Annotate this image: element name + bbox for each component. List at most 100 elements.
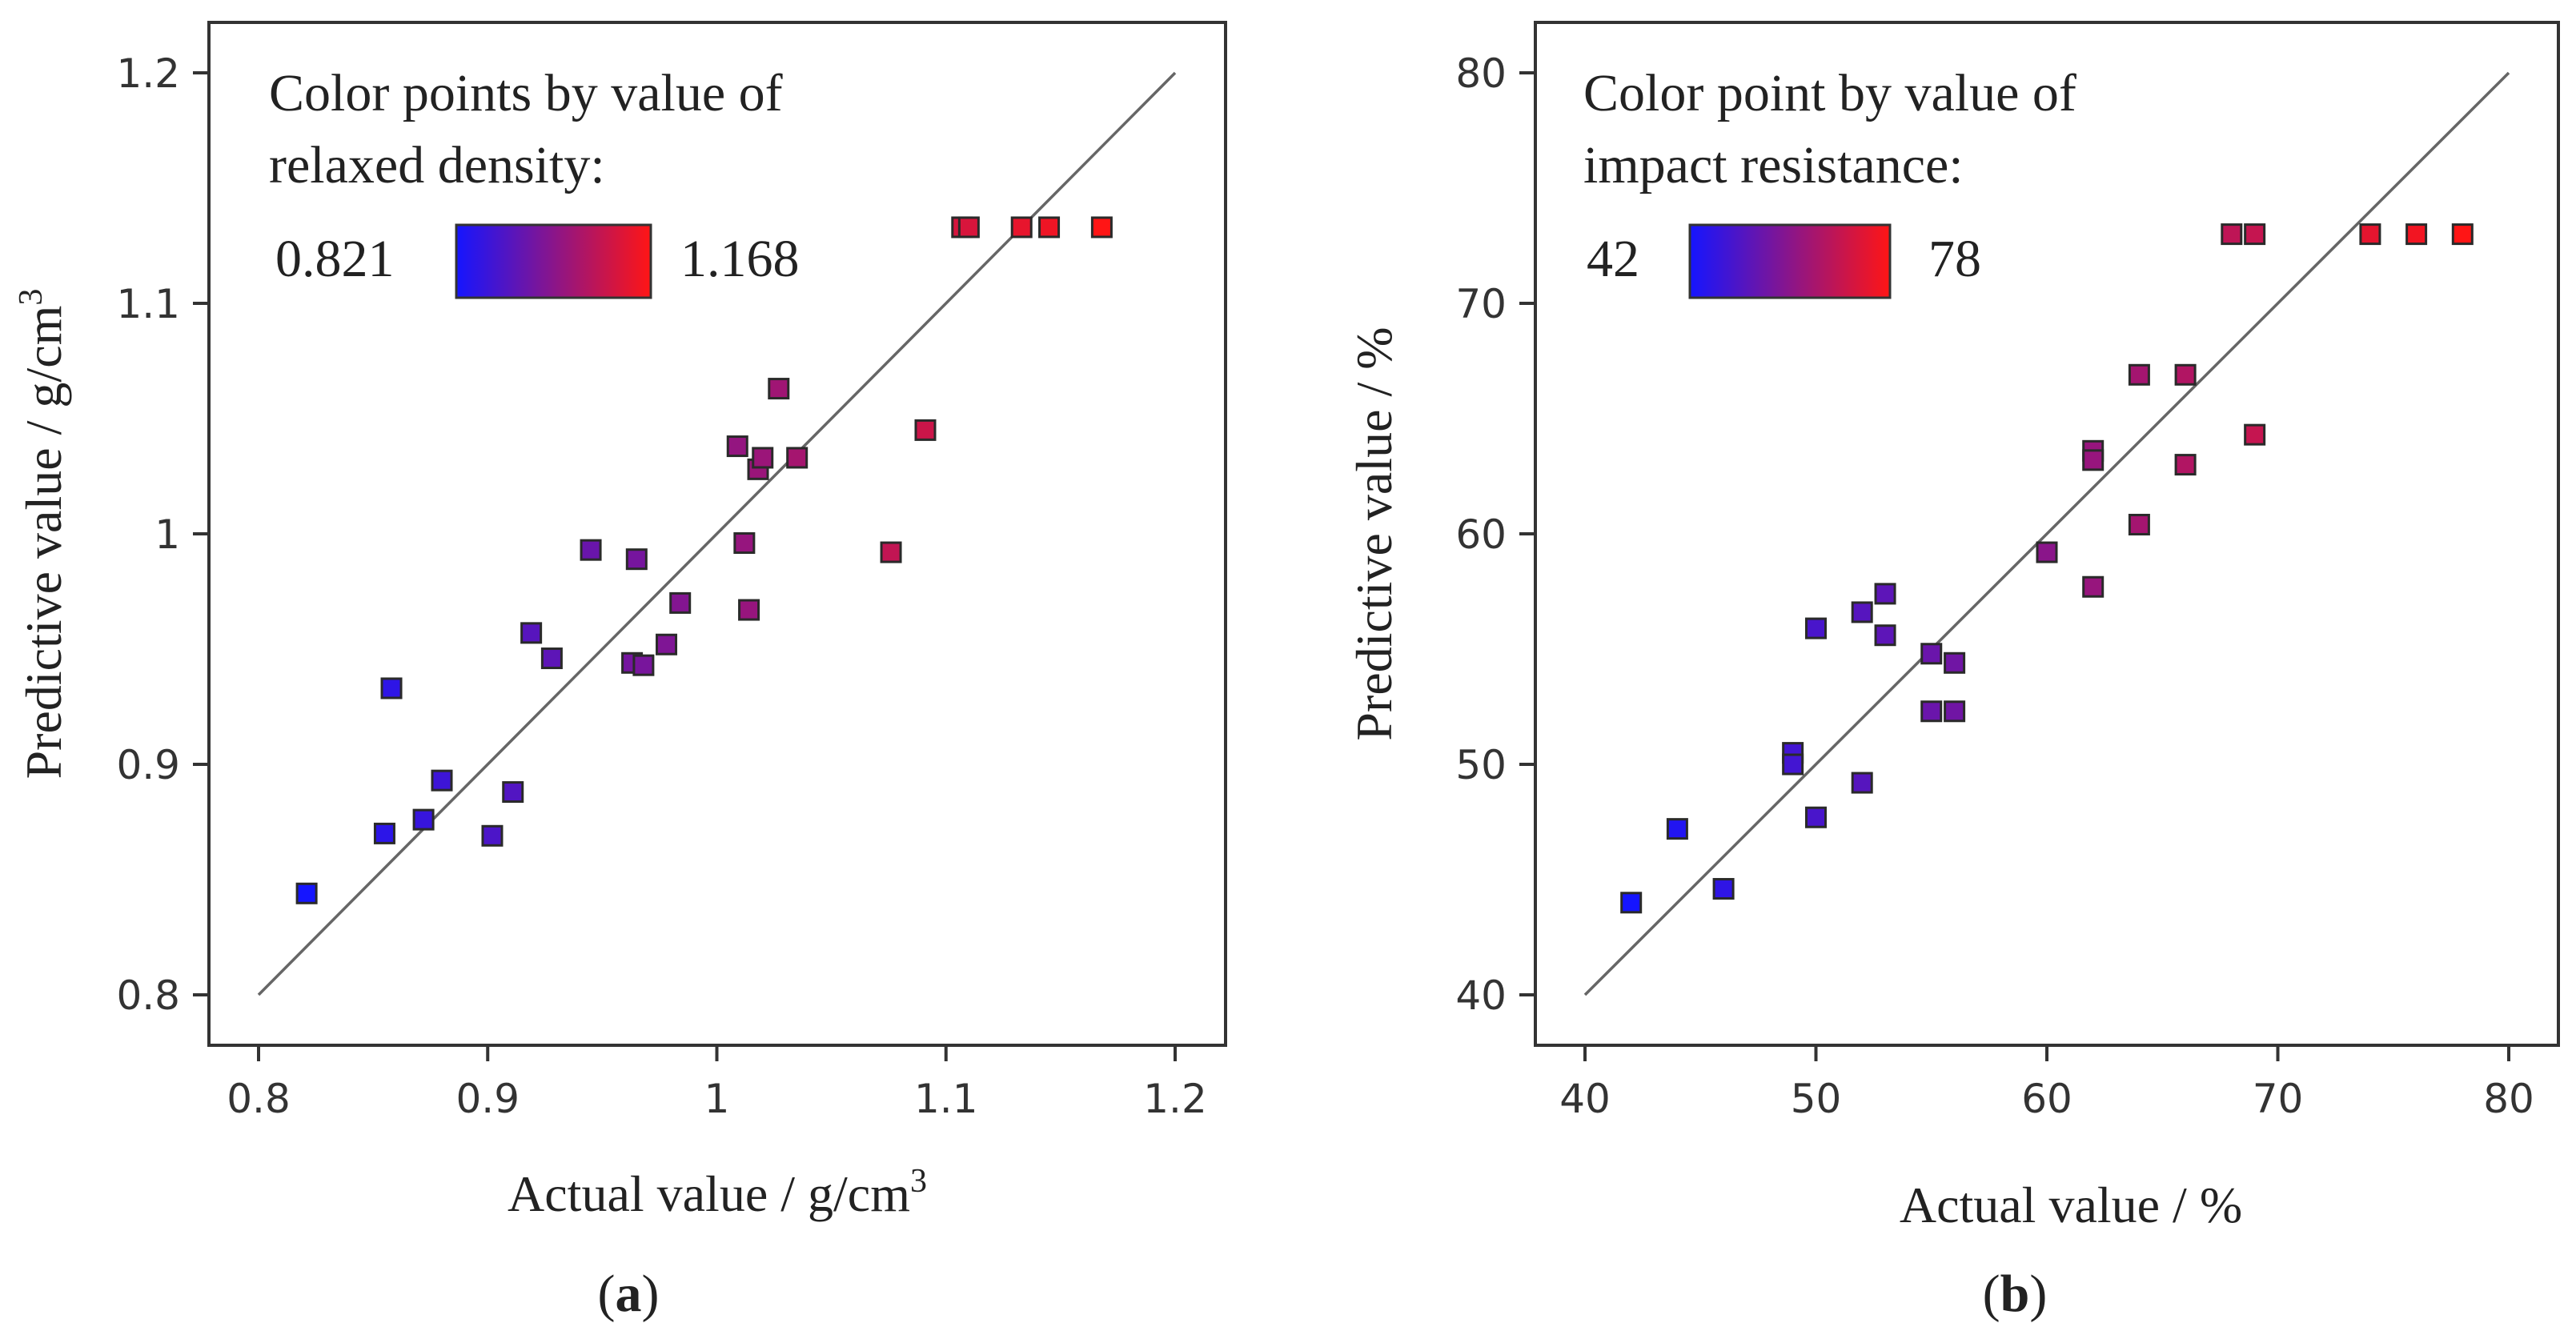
x-tick-label-b: 50 bbox=[1791, 1076, 1842, 1122]
legend-max-label-a: 1.168 bbox=[680, 230, 800, 288]
data-point-b bbox=[1666, 818, 1688, 840]
data-point-a bbox=[520, 622, 543, 644]
data-point-b bbox=[1805, 806, 1827, 828]
data-point-a bbox=[380, 677, 403, 700]
data-point-a bbox=[1010, 216, 1033, 239]
panel-label-close-paren-a: ) bbox=[642, 1265, 660, 1323]
x-tick-label-a: 1 bbox=[704, 1076, 730, 1122]
data-point-a bbox=[880, 541, 902, 563]
data-point-a bbox=[768, 378, 790, 400]
data-point-a bbox=[540, 647, 563, 670]
panel-label-close-paren-b: ) bbox=[2029, 1265, 2047, 1323]
data-point-b bbox=[1620, 892, 1643, 914]
data-point-b bbox=[1874, 583, 1896, 605]
data-point-b bbox=[2244, 223, 2266, 246]
data-point-a bbox=[733, 532, 756, 555]
data-point-a bbox=[726, 435, 748, 458]
color-scale-bar-a bbox=[455, 223, 652, 299]
y-tick-label-b: 50 bbox=[1455, 742, 1507, 788]
y-axis-title-b: Predictive value / % bbox=[1346, 327, 1402, 740]
data-point-b bbox=[2036, 541, 2058, 563]
x-axis-title-text-a: Actual value / g/cm bbox=[508, 1165, 910, 1222]
panel-label-b: (b) bbox=[1983, 1265, 2048, 1323]
data-point-a bbox=[481, 824, 504, 847]
x-axis-title-b: Actual value / % bbox=[1900, 1177, 2242, 1233]
data-point-b bbox=[2174, 363, 2197, 386]
data-point-b bbox=[2244, 423, 2266, 446]
marker-group-a bbox=[295, 216, 1113, 904]
y-tick-label-b: 80 bbox=[1455, 50, 1507, 97]
x-tick-label-a: 1.2 bbox=[1143, 1076, 1207, 1122]
data-point-b bbox=[2128, 513, 2150, 535]
data-point-a bbox=[295, 882, 318, 904]
color-scale-bar-b bbox=[1688, 223, 1892, 299]
data-point-a bbox=[957, 216, 980, 239]
legend-title-line2-b: impact resistance: bbox=[1583, 136, 1964, 194]
data-point-b bbox=[2128, 363, 2150, 386]
legend-title-line1-b: Color point by value of bbox=[1583, 64, 2076, 122]
legend-min-label-b: 42 bbox=[1587, 230, 1639, 288]
legend-title-line2-a: relaxed density: bbox=[269, 136, 605, 194]
chart-panel-a: 0.8 0.9 1 1.1 1.2 0.8 0.9 1 1.1 1.2 Color points … bbox=[13, 21, 1227, 1323]
x-axis-title-a: Actual value / g/cm3 bbox=[508, 1163, 927, 1222]
x-tick-label-b: 40 bbox=[1559, 1076, 1611, 1122]
x-axis-title-text-b: Actual value / % bbox=[1900, 1177, 2242, 1233]
x-tick-label-a: 0.9 bbox=[455, 1076, 520, 1122]
data-point-a bbox=[656, 633, 678, 655]
data-point-a bbox=[580, 539, 602, 561]
panel-label-open-paren-b: ( bbox=[1983, 1265, 2000, 1323]
tick-group-b: 40 50 60 70 80 40 50 60 70 80 bbox=[1455, 50, 2534, 1122]
y-tick-label-a: 0.9 bbox=[116, 742, 180, 788]
legend-title-line1-a: Color points by value of bbox=[269, 64, 783, 122]
data-point-b bbox=[1920, 700, 1943, 723]
legend-min-label-a: 0.821 bbox=[275, 230, 395, 288]
data-point-a bbox=[669, 591, 692, 614]
data-point-b bbox=[1944, 700, 1966, 723]
data-point-a bbox=[786, 447, 809, 469]
x-tick-label-a: 0.8 bbox=[227, 1076, 291, 1122]
data-point-b bbox=[1712, 878, 1735, 900]
y-tick-label-b: 70 bbox=[1455, 281, 1507, 327]
data-point-b bbox=[2174, 454, 2197, 476]
data-point-b bbox=[1782, 753, 1804, 776]
marker-group-b bbox=[1620, 223, 2474, 914]
data-point-a bbox=[412, 808, 435, 831]
y-axis-title-a: Predictive value / g/cm3 bbox=[13, 289, 72, 780]
reference-line-b bbox=[1583, 71, 2510, 996]
data-point-b bbox=[1851, 772, 1873, 794]
x-tick-label-b: 60 bbox=[2021, 1076, 2072, 1122]
chart-panel-b: 40 50 60 70 80 40 50 60 70 80 Color point by valu… bbox=[1346, 21, 2560, 1323]
data-point-b bbox=[1944, 651, 1966, 674]
data-point-a bbox=[431, 769, 453, 792]
panel-label-letter-a: a bbox=[616, 1265, 642, 1323]
y-tick-label-a: 1.1 bbox=[116, 281, 180, 327]
y-axis-title-text-a: Predictive value / g/cm bbox=[15, 306, 72, 780]
data-point-a bbox=[914, 419, 937, 441]
data-point-a bbox=[1090, 216, 1113, 239]
x-axis-title-superscript-a: 3 bbox=[910, 1163, 927, 1200]
x-tick-label-a: 1.1 bbox=[914, 1076, 978, 1122]
panel-label-letter-b: b bbox=[2000, 1265, 2030, 1323]
data-point-b bbox=[2082, 449, 2105, 471]
y-axis-title-superscript-a: 3 bbox=[13, 289, 50, 306]
data-point-b bbox=[2082, 575, 2105, 598]
y-tick-label-b: 60 bbox=[1455, 511, 1507, 558]
legend-max-label-b: 78 bbox=[1928, 230, 1981, 288]
data-point-b bbox=[1874, 624, 1896, 647]
data-point-a bbox=[738, 599, 760, 621]
y-tick-label-a: 1.2 bbox=[116, 50, 180, 97]
y-tick-label-a: 1 bbox=[154, 511, 180, 558]
x-tick-label-b: 80 bbox=[2483, 1076, 2534, 1122]
data-point-a bbox=[632, 654, 655, 676]
data-point-a bbox=[752, 447, 774, 469]
data-point-b bbox=[2221, 223, 2243, 246]
data-point-b bbox=[1805, 617, 1827, 639]
data-point-b bbox=[2405, 223, 2428, 246]
data-point-a bbox=[373, 822, 395, 844]
x-tick-label-b: 70 bbox=[2253, 1076, 2304, 1122]
panel-label-a: (a) bbox=[598, 1265, 660, 1323]
panel-label-open-paren-a: ( bbox=[598, 1265, 616, 1323]
data-point-a bbox=[1038, 216, 1061, 239]
data-point-b bbox=[2359, 223, 2381, 246]
